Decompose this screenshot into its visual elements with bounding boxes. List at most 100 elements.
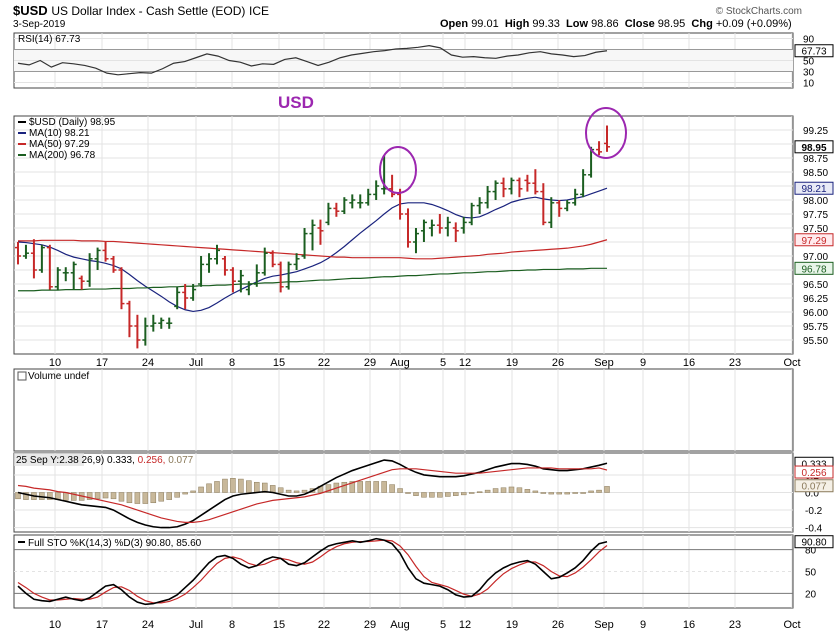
macd-histogram-bar [293, 490, 300, 493]
price-tick-label: 99.25 [803, 126, 828, 137]
price-tick-label: 98.50 [803, 168, 828, 179]
macd-tick-label: -0.2 [805, 506, 823, 517]
x-tick-label-bottom: Aug [390, 619, 410, 631]
ohlc-bar [78, 275, 85, 290]
macd-histogram-bar [453, 492, 459, 496]
macd-value-tag: 0.333 [801, 459, 826, 470]
macd-histogram-bar [86, 492, 93, 500]
price-tick-label: 96.00 [803, 308, 828, 319]
ohlc-bar [62, 267, 69, 282]
macd-histogram-bar [238, 478, 244, 493]
ohlc-bar [38, 244, 45, 273]
macd-hist-tag-box [794, 479, 834, 493]
ohlc-bar [46, 244, 53, 290]
rsi-value-tag-box [794, 44, 834, 58]
rsi-line [17, 45, 608, 76]
volume-legend-box [17, 371, 27, 381]
ohlc-bar [492, 180, 499, 200]
x-tick-label: Aug [390, 357, 410, 369]
ma50-legend: MA(50) 97.29 [29, 139, 90, 150]
sto-value-tag: 90.80 [801, 538, 826, 549]
macd-histogram-bar [357, 481, 364, 493]
close-price-tag-box [794, 140, 834, 154]
macd-histogram-bar [94, 492, 101, 500]
ma200-price-tag-box [794, 261, 834, 275]
ohlc-bar [412, 228, 419, 254]
macd-histogram-bar [524, 489, 531, 493]
macd-histogram-bar [389, 484, 395, 493]
macd-histogram-bar [508, 486, 515, 493]
ohlc-bar [245, 281, 252, 296]
ma200-legend: MA(200) 96.78 [29, 150, 96, 161]
ohlc-bar [229, 267, 236, 293]
macd-histogram-bar [126, 492, 133, 504]
macd-histogram-bar [492, 488, 499, 493]
close-label: Close [624, 18, 655, 30]
macd-histogram-bar [325, 484, 332, 493]
ohlc-bar [309, 219, 316, 251]
ohlc-bar [508, 177, 515, 195]
x-tick-label: 12 [459, 357, 471, 369]
x-tick-label-bottom: 24 [142, 619, 154, 631]
symbol-description: US Dollar Index - Cash Settle (EOD) [51, 4, 246, 18]
x-tick-label: 29 [364, 357, 376, 369]
chart-header: $USD US Dollar Index - Cash Settle (EOD)… [0, 0, 836, 34]
ohlc-bar [166, 317, 173, 329]
ohlc-bar [269, 250, 276, 268]
ohlc-bar [22, 244, 29, 259]
ohlc-bar [150, 314, 157, 332]
macd-histogram-bar [349, 481, 356, 493]
macd-histogram-bar [198, 486, 204, 493]
price-legend: $USD (Daily) 98.95 [29, 117, 116, 128]
sto-tick-label: 80 [805, 546, 817, 557]
ohlc-bar [444, 216, 451, 237]
macd-histogram-bar [277, 487, 284, 493]
macd-histogram-bar [134, 492, 141, 504]
macd-histogram-bar [222, 478, 228, 493]
ohlc-bar [261, 247, 268, 276]
rsi-legend: RSI(14) 67.73 [18, 34, 81, 45]
macd-histogram-bar [532, 490, 539, 493]
macd-hist-tag: 0.077 [801, 482, 826, 493]
price-tick-label: 95.50 [803, 336, 828, 347]
ohlc-bar [468, 202, 475, 226]
sto-legend: Full STO %K(14,3) %D(3) 90.80, 85.60 [28, 538, 202, 549]
macd-histogram-bar [540, 492, 547, 494]
ohlc-bar [428, 219, 435, 237]
panel-frame-vol [13, 368, 794, 452]
ohlc-bar [174, 286, 181, 310]
ohlc-bar [484, 186, 491, 209]
x-tick-label-bottom: 22 [318, 619, 330, 631]
macd-histogram-bar [230, 478, 236, 493]
x-tick-label: Jul [189, 357, 203, 369]
chg-label: Chg [691, 18, 713, 30]
chart-date: 3-Sep-2019 [13, 19, 66, 30]
ohlc-bar [54, 267, 61, 290]
macd-histogram-bar [572, 492, 578, 494]
rsi-tick-label: 90 [803, 35, 815, 46]
x-tick-label: 17 [96, 357, 108, 369]
price-tick-label: 98.75 [803, 154, 828, 165]
ma50-price-tag: 97.29 [801, 236, 826, 247]
ohlc-bar [142, 317, 149, 346]
ohlc-bar [182, 284, 189, 310]
ohlc-bar [221, 256, 228, 276]
x-tick-label-bottom: 23 [729, 619, 741, 631]
macd-legend-part: 25 Sep Y:2.38 [16, 455, 81, 466]
macd-histogram-bar [484, 489, 491, 493]
macd-histogram-bar [341, 481, 348, 493]
ohlc-bar [285, 261, 292, 290]
macd-histogram-bar [429, 492, 435, 498]
ohlc-bar [158, 317, 165, 329]
macd-signal-tag-box [794, 465, 834, 479]
rsi-tick-label: 30 [803, 68, 815, 79]
ohlc-bar [190, 284, 197, 301]
sto-value-tag-box [794, 535, 834, 549]
macd-legend-part: 0.256, [138, 455, 169, 466]
macd-legend-bg [14, 453, 84, 466]
macd-histogram-bar [373, 481, 379, 493]
macd-histogram-bar [564, 492, 570, 495]
ohlc-bar [317, 219, 324, 245]
macd-histogram-bar [174, 492, 180, 498]
macd-tick-label: -0.4 [805, 524, 823, 535]
